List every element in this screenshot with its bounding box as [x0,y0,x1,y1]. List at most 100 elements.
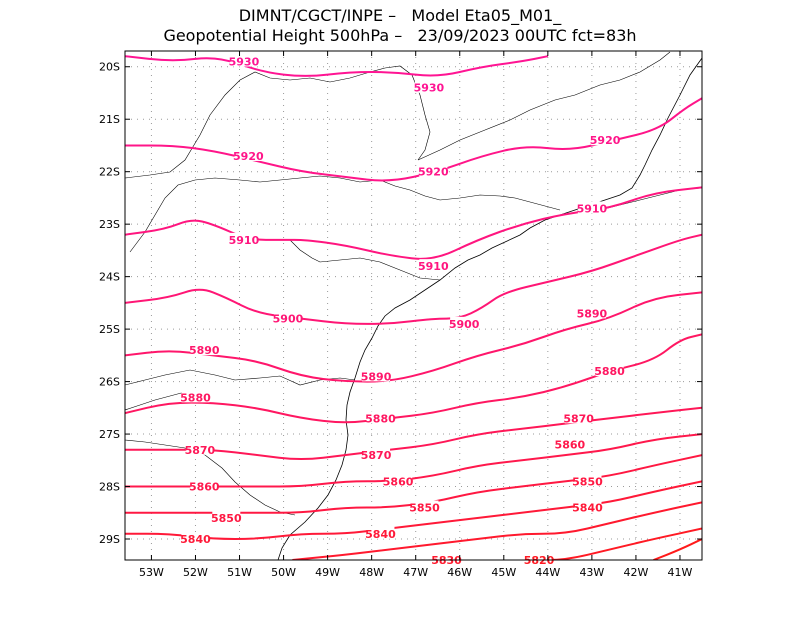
contour-label: 5920 [418,166,449,179]
contour-label-bg [366,526,395,539]
lon-tick-label: 41W [668,566,693,579]
lon-tick-label: 48W [359,566,384,579]
contour-label-bg [591,133,620,146]
contour-label-bg [414,80,443,93]
contour-label: 5930 [414,82,445,95]
contour-label: 5870 [361,449,392,462]
contour-label-bg [229,54,258,67]
state-border [125,65,431,179]
map-title-line-2: Geopotential Height 500hPa – 23/09/2023 … [163,26,637,45]
contour-label-bg [419,164,448,177]
contour-label: 5860 [189,481,220,494]
coastline [277,57,702,560]
contour-label: 5910 [229,234,260,247]
state-border [599,187,702,211]
lat-tick-label: 24S [99,271,120,284]
lat-tick-label: 29S [99,533,120,546]
contour-label-bg [577,201,606,214]
contour-line-5910 [125,186,702,260]
contour-line-5880 [125,333,702,424]
state-border [289,239,441,281]
contour-label-bg [432,553,461,565]
contour-line-5830 [292,501,702,560]
lon-tick-label: 49W [315,566,340,579]
lat-tick-label: 27S [99,428,120,441]
state-border [129,175,561,253]
lat-tick-label: 26S [99,376,120,389]
contour-label: 5870 [563,412,594,425]
contour-label-bg [525,553,554,565]
lat-tick-label: 22S [99,166,120,179]
contour-label-bg [181,532,210,545]
lon-tick-label: 47W [403,566,428,579]
lat-tick-label: 23S [99,218,120,231]
contour-label: 5920 [590,134,621,147]
lon-tick-label: 52W [183,566,208,579]
contour-label: 5880 [365,412,396,425]
contour-label: 5910 [577,202,608,215]
lat-tick-label: 21S [99,113,120,126]
contour-label: 5860 [383,475,414,488]
contour-label: 5890 [189,344,220,357]
contour-label-bg [362,369,391,382]
contour-label: 5880 [594,365,625,378]
contour-label-bg [185,442,214,455]
contour-label-bg [577,306,606,319]
contour-line-5820 [530,527,702,560]
contour-label: 5900 [449,318,480,331]
contour-line-5890 [125,291,702,383]
lon-tick-label: 53W [139,566,164,579]
contour-line-5810 [653,538,702,560]
contour-label: 5840 [180,533,211,546]
contour-label-bg [419,259,448,272]
contour-label-bg [573,474,602,487]
map-title-line-1: DIMNT/CGCT/INPE – Model Eta05_M01_ [238,6,562,25]
contour-label-bg [564,411,593,424]
lon-tick-label: 50W [271,566,296,579]
contour-label-bg [190,343,219,356]
contour-label: 5900 [273,313,304,326]
contour-label-bg [190,479,219,492]
contour-label-bg [234,148,263,161]
contour-line-5930 [125,55,549,77]
state-border [125,369,356,386]
state-border [125,439,296,516]
contour-label: 5840 [572,502,603,515]
contour-label: 5920 [233,150,264,163]
plot-frame [124,50,703,561]
contour-label-bg [366,411,395,424]
contour-label-bg [229,232,258,245]
contour-labels: 5930 5930 5920 5920 5920 5910 5910 5910 5900 5900… [180,54,625,567]
lon-tick-label: 42W [623,566,648,579]
contour-label: 5890 [577,307,608,320]
contour-label: 5850 [211,512,242,525]
state-border [417,51,671,161]
lon-tick-label: 44W [535,566,560,579]
contour-label: 5850 [409,502,440,515]
contour-label: 5850 [572,475,603,488]
contour-label: 5860 [555,439,586,452]
contour-label-bg [362,448,391,461]
lat-tick-label: 25S [99,323,120,336]
contour-label-bg [273,311,302,324]
contour-label-bg [450,316,479,329]
contour-label-bg [555,437,584,450]
contour-label: 5930 [229,55,260,68]
contour-label-bg [410,500,439,513]
contour-label-bg [595,364,624,377]
lon-tick-label: 46W [447,566,472,579]
contour-label-bg [212,511,241,524]
lon-tick-label: 45W [491,566,516,579]
lon-tick-label: 51W [227,566,252,579]
contour-line-5900 [125,233,702,325]
contour-label-bg [573,500,602,513]
contour-label: 5840 [365,528,396,541]
contour-label: 5880 [180,391,211,404]
contour-label-bg [181,390,210,403]
state-border [125,391,186,411]
contour-label: 5870 [185,444,216,457]
lat-tick-label: 20S [99,61,120,74]
lon-tick-label: 43W [579,566,604,579]
